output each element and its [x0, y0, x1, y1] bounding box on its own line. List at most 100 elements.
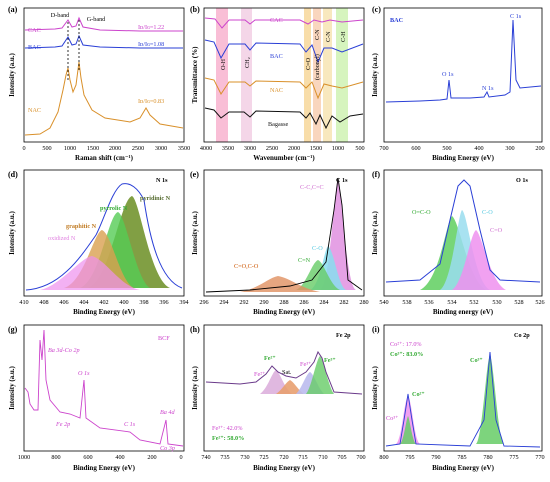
- panel-a-xticks: 0 500 1000 1500 2000 2500 3000 3500: [22, 145, 190, 152]
- panel-title: C 1s: [336, 177, 348, 184]
- panel-e-frame: [203, 169, 365, 297]
- panel-a: (a) 0 500 1000 1500 2000 2500 3000 3500 …: [8, 5, 190, 162]
- x-tick: 500: [42, 145, 51, 152]
- label-pyrrolic: pyrrolic N: [100, 205, 128, 212]
- panel-title: Co 2p: [514, 332, 530, 339]
- co2p-envelope-line: [385, 351, 541, 448]
- component-c-o-double: [452, 230, 506, 290]
- panel-title: N 1s: [156, 177, 168, 184]
- panel-b-frame: [203, 7, 365, 143]
- xps-survey-line: [385, 19, 542, 103]
- legend-co2: Co²⁺: 17.0%: [390, 341, 422, 348]
- x-tick: 4000: [200, 145, 212, 152]
- x-tick: 410: [19, 299, 28, 306]
- panel-b-xticks: 4000 3500 3000 2500 2000 1500 1000 500: [200, 145, 365, 152]
- y-axis-label: Intensity (a.u.): [371, 52, 379, 96]
- component-sat: [276, 380, 304, 394]
- raman-cac-line: [24, 16, 183, 32]
- label-fe-3: Fe³⁺: [300, 361, 311, 368]
- x-tick: 775: [509, 454, 518, 461]
- panel-i-xticks: 800 795 790 785 780 775 770: [379, 454, 544, 461]
- x-tick: 1000: [18, 454, 30, 461]
- x-tick: 720: [279, 454, 288, 461]
- x-tick: 700: [379, 145, 388, 152]
- band-label-co: C=O: [305, 57, 312, 70]
- x-tick: 398: [139, 299, 148, 306]
- component-oxidized: [40, 256, 140, 290]
- x-tick: 280: [359, 299, 368, 306]
- x-tick: 200: [147, 454, 156, 461]
- panel-g-frame: [23, 324, 185, 452]
- panel-title: O 1s: [516, 177, 528, 184]
- x-tick: 2500: [132, 145, 144, 152]
- band-label-ch: C-H: [340, 31, 347, 42]
- x-tick: 282: [339, 299, 348, 306]
- label-fe-4: Fe³⁺: [324, 357, 336, 364]
- o1s-envelope-line: [385, 179, 541, 283]
- x-tick: 294: [219, 299, 228, 306]
- x-tick: 534: [447, 299, 456, 306]
- band-ch2: [241, 8, 252, 142]
- x-tick: 540: [379, 299, 388, 306]
- x-axis-label: Binding Energy (eV): [253, 464, 316, 472]
- ftir-nac-line: [204, 77, 364, 100]
- band-label-ch2: CH₂: [244, 57, 251, 68]
- x-axis-label: Binding Energy (eV): [253, 308, 316, 316]
- x-tick: 2000: [288, 145, 300, 152]
- panel-a-frame: [23, 7, 185, 143]
- band-ch: [336, 8, 348, 142]
- label-co-2: Co²⁺: [412, 391, 425, 398]
- x-tick: 1000: [64, 145, 76, 152]
- peak-label-ba3d: Ba 3d-Co 2p: [48, 347, 80, 354]
- panel-c-frame: [383, 7, 543, 143]
- x-tick: 526: [535, 299, 544, 306]
- y-axis-label: Transmittance (%): [191, 46, 199, 103]
- peak-label-co3p: Co 3p: [160, 445, 175, 452]
- label-cooc: C=O,C-O: [234, 263, 259, 270]
- peak-label-o1s: O 1s: [442, 71, 454, 78]
- panel-d-letter: (d): [8, 170, 18, 179]
- x-tick: 700: [356, 454, 365, 461]
- panel-b-letter: (b): [190, 5, 200, 14]
- series-label-nac: NAC: [28, 107, 41, 114]
- panel-f-frame: [383, 169, 543, 297]
- x-tick: 296: [199, 299, 208, 306]
- x-tick: 286: [299, 299, 308, 306]
- x-tick: 2000: [109, 145, 121, 152]
- label-oxidized: oxidized N: [48, 235, 76, 242]
- peak-label-ba4d: Ba 4d: [160, 409, 176, 416]
- x-tick: 3500: [222, 145, 234, 152]
- x-tick: 600: [83, 454, 92, 461]
- x-tick: 735: [220, 454, 229, 461]
- x-tick: 300: [505, 145, 514, 152]
- x-axis-label: Wavenumber (cm⁻¹): [253, 154, 315, 162]
- label-co: C-O: [312, 245, 323, 252]
- ftir-bagasse-line: [204, 107, 364, 130]
- y-axis-label: Intensity (a.u.): [191, 210, 199, 254]
- x-tick: 288: [279, 299, 288, 306]
- panel-d: (d) N 1s 410 408 406 404 402 400 398 396…: [8, 169, 189, 316]
- x-tick: 402: [99, 299, 108, 306]
- band-label-cn: C-N: [314, 29, 321, 40]
- panel-g-xticks: 1000 800 600 400 200 0: [18, 454, 183, 461]
- x-tick: 800: [379, 454, 388, 461]
- x-tick: 284: [319, 299, 328, 306]
- y-axis-label: Intensity (a.u.): [191, 365, 199, 409]
- label-c-o-double: C=O: [490, 227, 503, 234]
- label-sat: Sat.: [282, 369, 292, 376]
- bcf-survey-line: [24, 329, 184, 447]
- panel-title: Fe 2p: [336, 332, 351, 339]
- component-fe2p: [306, 356, 334, 394]
- label-pyridinic: pyridinic N: [140, 195, 171, 202]
- x-tick: 790: [431, 454, 440, 461]
- panel-d-frame: [23, 169, 185, 297]
- x-tick: 292: [239, 299, 248, 306]
- component-co3-peak-a: [400, 416, 416, 444]
- x-tick: 3500: [178, 145, 190, 152]
- x-axis-label: Binding Energy (eV): [432, 464, 495, 472]
- x-tick: 710: [318, 454, 327, 461]
- x-axis-label: Binding energy (eV): [433, 308, 494, 316]
- panel-a-letter: (a): [8, 5, 18, 14]
- panel-h-frame: [203, 324, 365, 452]
- peak-label-c1s: C 1s: [510, 13, 522, 20]
